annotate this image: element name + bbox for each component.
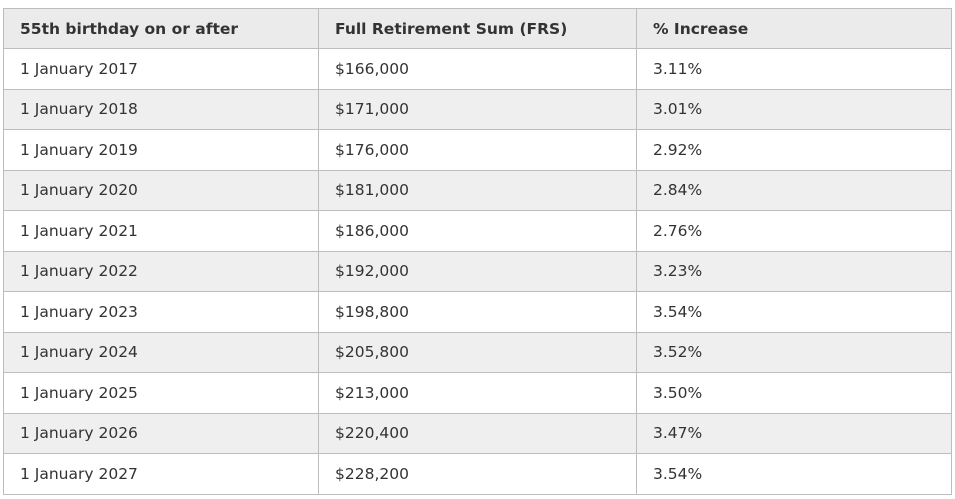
table-row: 1 January 2022 $192,000 3.23%	[3, 250, 952, 292]
table-cell: 1 January 2024	[3, 331, 319, 373]
table-row: 1 January 2026 $220,400 3.47%	[3, 412, 952, 454]
table-cell: 1 January 2021	[3, 210, 319, 252]
table-cell: 1 January 2022	[3, 250, 319, 292]
table-cell: 1 January 2027	[3, 453, 319, 495]
table-cell: 1 January 2018	[3, 88, 319, 130]
header-row: 55th birthday on or after Full Retirement…	[3, 8, 952, 49]
table-cell: 1 January 2023	[3, 291, 319, 333]
table-cell: $166,000	[318, 48, 637, 90]
table-cell: $205,800	[318, 331, 637, 373]
table-cell: $228,200	[318, 453, 637, 495]
table-cell: $171,000	[318, 88, 637, 130]
table-row: 1 January 2025 $213,000 3.50%	[3, 372, 952, 414]
table-row: 1 January 2017 $166,000 3.11%	[3, 48, 952, 90]
table-row: 1 January 2020 $181,000 2.84%	[3, 169, 952, 211]
table-cell: 1 January 2025	[3, 372, 319, 414]
table-cell: 3.47%	[636, 412, 952, 454]
table-cell: 1 January 2017	[3, 48, 319, 90]
table-row: 1 January 2023 $198,800 3.54%	[3, 291, 952, 333]
retirement-sum-table: 55th birthday on or after Full Retirement…	[3, 8, 952, 495]
table-cell: $220,400	[318, 412, 637, 454]
table-cell: 2.76%	[636, 210, 952, 252]
table-cell: $176,000	[318, 129, 637, 171]
table-cell: 3.50%	[636, 372, 952, 414]
table-cell: 1 January 2026	[3, 412, 319, 454]
table-cell: 3.23%	[636, 250, 952, 292]
table-cell: 1 January 2019	[3, 129, 319, 171]
table-cell: 3.01%	[636, 88, 952, 130]
table-cell: $181,000	[318, 169, 637, 211]
table-cell: 2.92%	[636, 129, 952, 171]
table-cell: 3.54%	[636, 453, 952, 495]
header-cell: Full Retirement Sum (FRS)	[318, 8, 637, 49]
table-cell: $186,000	[318, 210, 637, 252]
table-row: 1 January 2027 $228,200 3.54%	[3, 453, 952, 495]
table-cell: 3.54%	[636, 291, 952, 333]
table-cell: $213,000	[318, 372, 637, 414]
table-cell: 3.11%	[636, 48, 952, 90]
header-cell: % Increase	[636, 8, 952, 49]
table-cell: 3.52%	[636, 331, 952, 373]
table-cell: $198,800	[318, 291, 637, 333]
table-row: 1 January 2021 $186,000 2.76%	[3, 210, 952, 252]
header-cell: 55th birthday on or after	[3, 8, 319, 49]
table-cell: $192,000	[318, 250, 637, 292]
table-row: 1 January 2019 $176,000 2.92%	[3, 129, 952, 171]
table-cell: 1 January 2020	[3, 169, 319, 211]
table-row: 1 January 2018 $171,000 3.01%	[3, 88, 952, 130]
table-cell: 2.84%	[636, 169, 952, 211]
table-row: 1 January 2024 $205,800 3.52%	[3, 331, 952, 373]
